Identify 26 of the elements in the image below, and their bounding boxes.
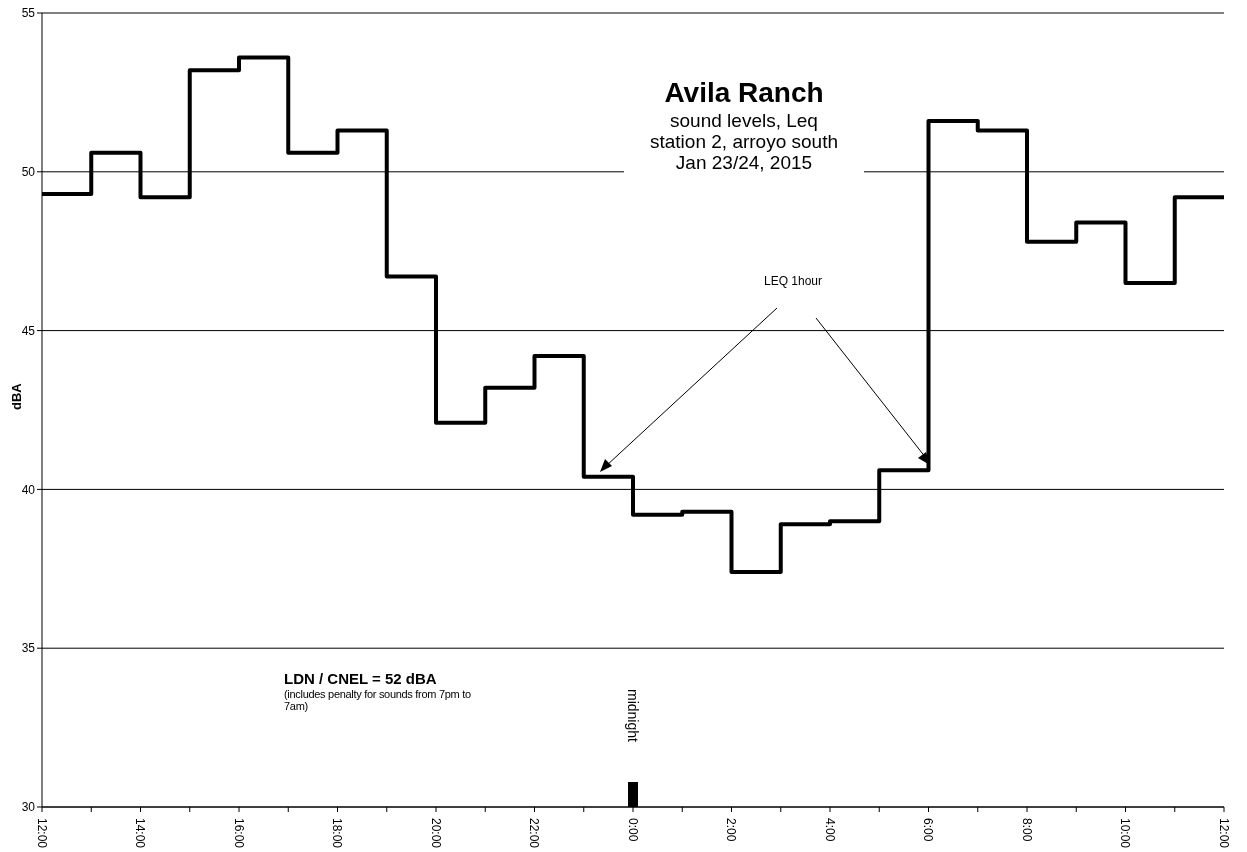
y-tick-label: 45 xyxy=(21,323,36,338)
annotation: LDN / CNEL = 52 dBA xyxy=(284,670,437,687)
x-tick-label: 18:00 xyxy=(330,818,345,849)
x-tick-label: 4:00 xyxy=(822,818,837,842)
x-tick-label: 12:00 xyxy=(34,818,49,849)
x-tick-label: 2:00 xyxy=(724,818,739,842)
y-tick-label: 40 xyxy=(21,482,36,497)
x-tick-label: 0:00 xyxy=(625,818,640,842)
x-tick-label: 12:00 xyxy=(1216,818,1231,849)
y-tick-label: 50 xyxy=(21,165,36,180)
x-tick-label: 16:00 xyxy=(231,818,246,849)
annotation: midnight xyxy=(624,689,642,742)
y-tick-label: 30 xyxy=(21,800,36,815)
x-tick-label: 22:00 xyxy=(527,818,542,849)
annotation: LEQ 1hour xyxy=(764,274,823,288)
x-tick-label: 14:00 xyxy=(133,818,148,849)
x-tick-label: 20:00 xyxy=(428,818,443,849)
y-tick-label: 35 xyxy=(21,641,36,656)
y-axis-title: dBA xyxy=(8,382,24,410)
text: sound levels, Leq station 2, arroyo south Jan 23/24, 2015 xyxy=(649,110,839,173)
x-tick-label: 6:00 xyxy=(921,818,936,842)
annotation: (includes penalty for sounds from 7pm to 7am) xyxy=(284,688,472,712)
x-tick-label: 10:00 xyxy=(1118,818,1133,849)
y-tick-label: 55 xyxy=(21,6,36,21)
text: Avila Ranch xyxy=(663,76,825,110)
x-tick-label: 8:00 xyxy=(1019,818,1034,842)
